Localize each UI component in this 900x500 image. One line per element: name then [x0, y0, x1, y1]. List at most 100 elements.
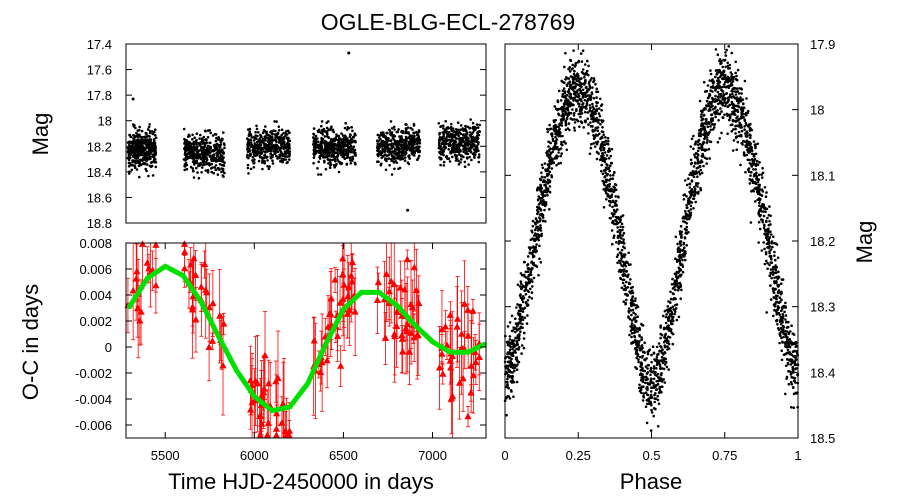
lightcurve-point — [261, 157, 264, 160]
lightcurve-point — [333, 146, 336, 149]
lightcurve-point — [278, 140, 281, 144]
phased-point — [601, 172, 605, 176]
phased-point — [634, 313, 637, 316]
lightcurve-point — [394, 142, 398, 145]
lightcurve-point — [216, 138, 220, 141]
phased-point — [546, 187, 550, 191]
lightcurve-point — [149, 152, 152, 155]
lightcurve-point — [140, 129, 144, 133]
lightcurve-point — [316, 167, 319, 170]
oc-point — [318, 358, 326, 366]
phased-point — [692, 165, 696, 168]
lightcurve-point — [447, 126, 451, 130]
lightcurve-point — [408, 148, 412, 152]
lightcurve-point — [221, 138, 224, 142]
lightcurve-point — [152, 130, 156, 134]
phased-point — [578, 105, 581, 108]
lightcurve-point — [386, 150, 390, 153]
lightcurve-point — [384, 142, 387, 146]
lightcurve-point — [347, 140, 350, 143]
lightcurve-point — [137, 138, 140, 141]
lightcurve-point — [350, 126, 354, 129]
lightcurve-point — [319, 131, 323, 134]
phased-point — [514, 336, 517, 340]
lightcurve-point — [346, 154, 350, 158]
lightcurve-point — [266, 159, 269, 162]
phased-point — [619, 225, 622, 229]
oc-point — [205, 343, 213, 350]
phased-point — [590, 142, 593, 146]
lightcurve-point — [131, 160, 135, 164]
lightcurve-point — [285, 142, 289, 145]
oc-point — [205, 303, 213, 311]
lightcurve-point — [222, 175, 225, 178]
phased-point — [634, 297, 637, 300]
phased-point — [643, 381, 647, 385]
lightcurve-point — [325, 126, 329, 130]
lightcurve-point — [256, 145, 260, 148]
lightcurve-point — [282, 131, 285, 135]
phased-point — [790, 324, 793, 328]
oc-point — [475, 353, 483, 360]
lightcurve-point — [149, 148, 153, 152]
ytick-label: 18.4 — [87, 165, 112, 180]
oc-point — [272, 377, 280, 385]
lightcurve-point — [138, 153, 142, 157]
phased-point — [568, 70, 572, 73]
lightcurve-point — [449, 133, 453, 136]
lightcurve-point — [348, 146, 352, 149]
lightcurve-point — [153, 134, 157, 137]
lightcurve-point — [136, 141, 140, 144]
lightcurve-point — [390, 159, 393, 163]
lightcurve-point — [410, 143, 414, 146]
lightcurve-point — [195, 132, 199, 135]
phased-point — [587, 132, 590, 135]
phased-point — [664, 321, 668, 325]
lightcurve-point — [208, 145, 211, 148]
lightcurve-point — [250, 143, 254, 147]
lightcurve-point — [418, 141, 422, 145]
lightcurve-point — [255, 124, 258, 128]
lightcurve-point — [442, 160, 446, 164]
lightcurve-point — [132, 155, 135, 158]
phased-point — [794, 356, 797, 359]
lightcurve-point — [460, 138, 463, 142]
phased-point — [543, 183, 546, 187]
oc-point — [190, 254, 198, 262]
lightcurve-point — [148, 123, 151, 126]
phased-point — [538, 216, 541, 219]
lightcurve-point — [417, 135, 421, 139]
lightcurve-point — [144, 143, 147, 146]
lightcurve-point — [409, 126, 413, 130]
lightcurve-point — [476, 126, 480, 129]
oc-point — [415, 299, 423, 306]
lightcurve-point — [208, 141, 211, 145]
lightcurve-point — [203, 143, 207, 146]
lightcurve-point — [464, 136, 467, 140]
phased-point — [774, 287, 777, 291]
lightcurve-point — [198, 137, 201, 140]
lightcurve-point — [324, 146, 327, 149]
lightcurve-point — [132, 151, 136, 155]
lightcurve-point — [393, 128, 396, 131]
lightcurve-point — [466, 125, 470, 129]
phased-point — [625, 298, 628, 302]
lightcurve-point — [333, 155, 337, 159]
phased-point — [506, 380, 509, 384]
phased-point — [650, 353, 653, 357]
phased-point — [580, 77, 583, 80]
phased-point — [580, 60, 584, 63]
lightcurve-point — [441, 141, 445, 145]
lightcurve-point — [145, 132, 148, 135]
lightcurve-point — [132, 137, 135, 140]
lightcurve-point — [407, 146, 411, 149]
lightcurve-point — [280, 157, 284, 160]
lightcurve-point — [247, 172, 250, 175]
lightcurve-point — [471, 121, 475, 125]
phased-point — [595, 96, 598, 99]
lightcurve-point — [132, 139, 136, 143]
phased-point — [706, 138, 709, 142]
phased-point — [776, 305, 780, 308]
phased-point — [589, 106, 592, 110]
phased-point — [547, 145, 550, 148]
